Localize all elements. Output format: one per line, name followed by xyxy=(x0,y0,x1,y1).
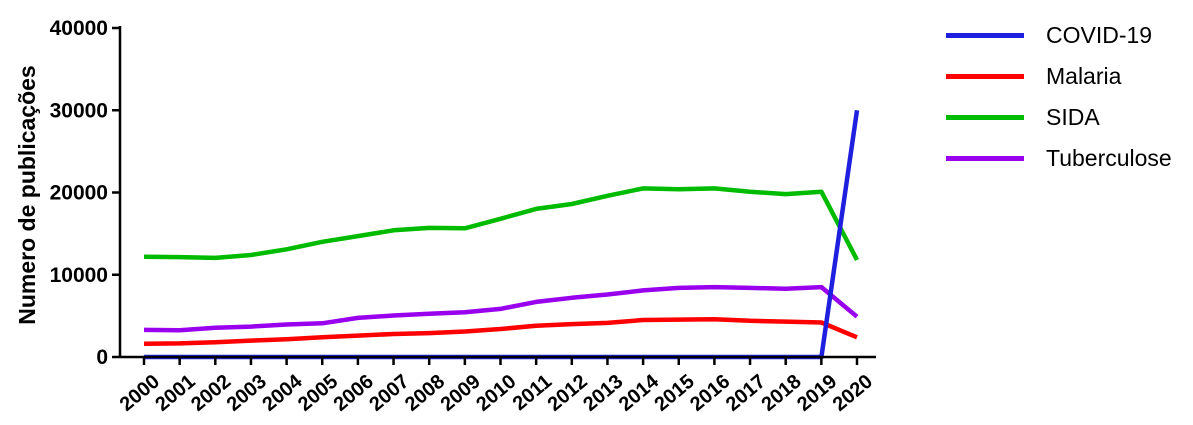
x-tick-label: 2003 xyxy=(223,370,271,415)
x-tick-label: 2013 xyxy=(579,370,627,415)
x-tick-label: 2005 xyxy=(294,370,342,415)
legend-label: Tuberculose xyxy=(1046,145,1172,171)
x-tick-label: 2011 xyxy=(509,370,556,415)
y-tick-label: 40000 xyxy=(50,17,108,40)
series-line-sida xyxy=(143,186,859,261)
y-axis-label: Numero de publicações xyxy=(14,65,40,324)
x-tick-label: 2007 xyxy=(365,370,413,415)
x-tick-label: 2001 xyxy=(151,370,199,415)
x-tick-label: 2015 xyxy=(650,370,698,415)
y-tick-label: 10000 xyxy=(50,264,108,287)
x-tick-label: 2020 xyxy=(829,370,877,415)
y-tick-label: 30000 xyxy=(50,99,108,122)
legend-label: Malaria xyxy=(1046,63,1122,89)
legend-swatch xyxy=(946,74,1024,79)
x-tick-label: 2017 xyxy=(722,370,770,415)
legend-label: COVID-19 xyxy=(1046,22,1153,48)
legend-swatch xyxy=(946,156,1024,161)
legend: COVID-19 Malaria SIDA Tuberculose xyxy=(946,15,1172,179)
y-tick-label: 20000 xyxy=(50,182,108,205)
legend-item-tuberculose: Tuberculose xyxy=(946,138,1172,179)
x-tick-label: 2016 xyxy=(686,370,734,415)
legend-item-malaria: Malaria xyxy=(946,56,1172,97)
legend-item-sida: SIDA xyxy=(946,97,1172,138)
x-tick-label: 2010 xyxy=(472,370,520,415)
x-tick-label: 2019 xyxy=(793,370,841,415)
series-line-malaria xyxy=(143,316,858,347)
x-tick-label: 2018 xyxy=(757,370,805,415)
y-tick-label: 0 xyxy=(96,346,108,369)
legend-swatch xyxy=(946,33,1024,38)
x-tick-label: 2009 xyxy=(437,370,485,415)
legend-item-covid-19: COVID-19 xyxy=(946,15,1172,56)
series-line-tuberculose xyxy=(143,284,859,333)
x-tick-label: 2008 xyxy=(401,370,449,415)
x-tick-label: 2006 xyxy=(330,370,378,415)
legend-swatch xyxy=(946,115,1024,120)
x-tick-label: 2002 xyxy=(187,370,235,415)
x-tick-label: 2012 xyxy=(544,370,592,415)
x-tick-label: 2000 xyxy=(116,370,164,415)
series-layer xyxy=(143,109,860,360)
legend-label: SIDA xyxy=(1046,104,1100,130)
